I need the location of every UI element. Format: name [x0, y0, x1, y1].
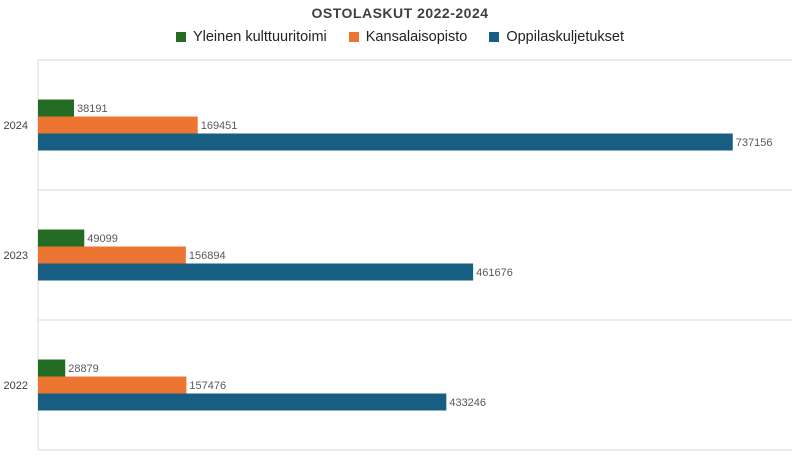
- data-label: 156894: [189, 250, 226, 262]
- data-label: 169451: [201, 120, 238, 132]
- bar: [38, 99, 74, 117]
- legend: Yleinen kulttuuritoimi Kansalaisopisto Opp…: [0, 29, 800, 45]
- legend-label: Kansalaisopisto: [365, 29, 468, 45]
- legend-item-0: Yleinen kulttuuritoimi: [175, 29, 327, 45]
- bar: [38, 376, 187, 394]
- legend-swatch: [175, 32, 186, 42]
- legend-item-1: Kansalaisopisto: [348, 29, 468, 45]
- data-label: 433246: [449, 397, 486, 409]
- legend-swatch: [489, 32, 500, 42]
- bar: [38, 229, 85, 247]
- data-label: 157476: [189, 380, 226, 392]
- chart-title: OSTOLASKUT 2022-2024: [311, 5, 489, 21]
- category-tick-label: 2022: [4, 380, 28, 392]
- data-label: 49099: [87, 233, 118, 245]
- bar: [38, 359, 66, 377]
- bar: [38, 133, 733, 151]
- bar: [38, 393, 447, 411]
- data-label: 737156: [736, 137, 773, 149]
- data-label: 28879: [68, 363, 99, 375]
- legend-label: Yleinen kulttuuritoimi: [192, 29, 327, 45]
- bar: [38, 116, 198, 134]
- category-tick-label: 2023: [4, 250, 28, 262]
- data-label: 461676: [476, 267, 513, 279]
- data-label: 38191: [77, 103, 108, 115]
- legend-swatch: [348, 32, 359, 42]
- legend-item-2: Oppilaskuljetukset: [489, 29, 624, 45]
- legend-label: Oppilaskuljetukset: [506, 29, 625, 45]
- bar: [38, 246, 186, 264]
- category-tick-label: 2024: [4, 120, 28, 132]
- bar: [38, 263, 474, 281]
